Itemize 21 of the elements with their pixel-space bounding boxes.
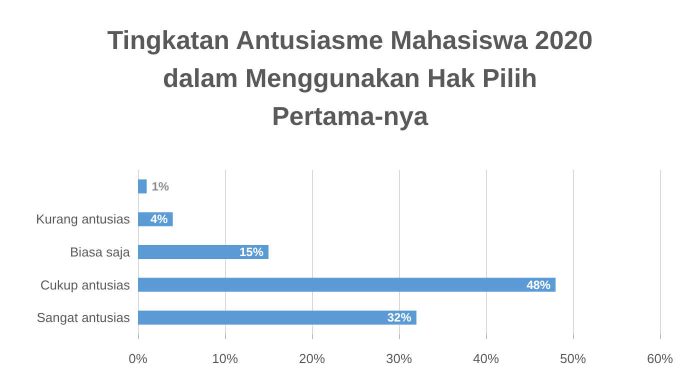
data-label: 4% [150, 212, 168, 226]
bar [138, 310, 416, 325]
x-tick-label: 60% [646, 351, 674, 366]
y-tick-label: Biasa saja [70, 244, 131, 260]
chart-title: Tingkatan Antusiasme Mahasiswa 2020 dalam Menggunakan Hak Pilih Pertama-nya [107, 25, 593, 131]
data-label: 48% [526, 278, 551, 292]
bar [138, 245, 268, 259]
x-tick-label: 30% [386, 351, 412, 366]
bar [138, 179, 147, 194]
y-tick-label: Cukup antusias [40, 277, 130, 292]
data-label: 1% [152, 179, 170, 194]
x-tick-label: 20% [298, 351, 326, 366]
x-tick-label: 50% [560, 351, 586, 366]
data-label: 32% [387, 310, 412, 325]
bar [138, 278, 556, 292]
y-tick-label: Kurang antusias [36, 212, 130, 227]
x-tick-label: 40% [472, 351, 500, 366]
data-label: 15% [239, 245, 264, 259]
x-tick-label: 10% [212, 351, 238, 366]
x-tick-label: 0% [128, 351, 148, 366]
y-tick-label: Sangat antusias [36, 310, 130, 326]
